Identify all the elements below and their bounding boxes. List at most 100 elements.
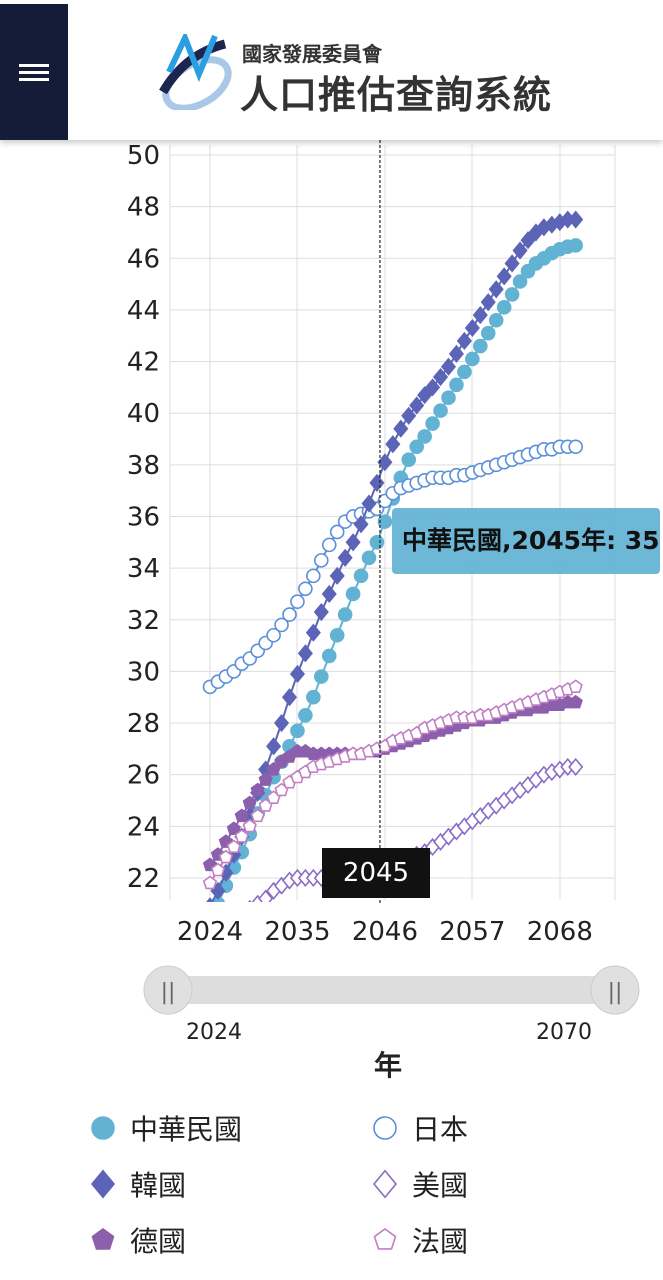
data-point[interactable] bbox=[258, 772, 273, 786]
range-slider[interactable]: || || bbox=[143, 965, 640, 1015]
data-point[interactable] bbox=[282, 607, 297, 622]
legend-marker[interactable] bbox=[91, 1116, 115, 1140]
data-point[interactable] bbox=[385, 435, 401, 454]
data-point[interactable] bbox=[480, 325, 496, 341]
menu-button[interactable] bbox=[0, 4, 68, 140]
data-point[interactable] bbox=[409, 439, 425, 455]
data-point[interactable] bbox=[441, 390, 456, 406]
data-point[interactable] bbox=[298, 707, 313, 723]
data-point[interactable] bbox=[258, 889, 274, 907]
legend-marker[interactable] bbox=[91, 1228, 115, 1250]
data-point[interactable] bbox=[440, 357, 457, 376]
data-point[interactable] bbox=[361, 550, 377, 566]
data-point[interactable] bbox=[504, 254, 520, 273]
data-point[interactable] bbox=[290, 723, 305, 739]
data-point[interactable] bbox=[345, 533, 361, 552]
data-point[interactable] bbox=[250, 782, 265, 797]
data-point[interactable] bbox=[266, 737, 282, 756]
data-point[interactable] bbox=[377, 514, 393, 529]
data-point[interactable] bbox=[337, 548, 353, 567]
data-point[interactable] bbox=[321, 648, 337, 664]
data-point[interactable] bbox=[242, 795, 257, 810]
data-point[interactable] bbox=[204, 897, 217, 915]
data-point[interactable] bbox=[298, 581, 313, 597]
data-point[interactable] bbox=[425, 416, 440, 431]
data-point[interactable] bbox=[568, 439, 584, 455]
legend-marker[interactable] bbox=[90, 1169, 116, 1199]
data-point[interactable] bbox=[457, 364, 472, 380]
data-point[interactable] bbox=[425, 378, 441, 397]
slider-handle-end[interactable]: || bbox=[590, 965, 640, 1015]
data-point[interactable] bbox=[504, 287, 520, 302]
data-point[interactable] bbox=[321, 537, 337, 553]
slider-handle-start[interactable]: || bbox=[143, 965, 193, 1015]
data-point[interactable] bbox=[289, 664, 305, 684]
data-point[interactable] bbox=[568, 210, 584, 229]
data-point[interactable] bbox=[345, 586, 361, 602]
legend-marker[interactable] bbox=[373, 1228, 397, 1250]
data-point[interactable] bbox=[274, 617, 289, 633]
data-point[interactable] bbox=[329, 627, 345, 643]
data-point[interactable] bbox=[568, 694, 583, 709]
data-point[interactable] bbox=[496, 300, 512, 315]
data-point[interactable] bbox=[337, 607, 353, 622]
data-point[interactable] bbox=[433, 368, 449, 387]
data-point[interactable] bbox=[448, 344, 464, 363]
data-point[interactable] bbox=[321, 584, 337, 603]
data-point[interactable] bbox=[512, 241, 528, 260]
data-point[interactable] bbox=[401, 406, 417, 425]
data-point[interactable] bbox=[250, 808, 265, 823]
data-point[interactable] bbox=[226, 821, 241, 836]
legend-item[interactable]: 法國 bbox=[370, 1220, 468, 1260]
data-point[interactable] bbox=[313, 602, 329, 622]
legend-marker[interactable] bbox=[372, 1169, 398, 1199]
data-point[interactable] bbox=[306, 689, 321, 705]
data-point[interactable] bbox=[281, 688, 298, 707]
legend-item[interactable]: 韓國 bbox=[88, 1164, 186, 1204]
data-point[interactable] bbox=[480, 293, 496, 312]
data-point[interactable] bbox=[472, 338, 488, 354]
data-point[interactable] bbox=[465, 351, 480, 367]
slider-track[interactable] bbox=[168, 976, 615, 1004]
data-point[interactable] bbox=[401, 452, 417, 467]
data-point[interactable] bbox=[393, 419, 409, 438]
data-point[interactable] bbox=[568, 679, 583, 694]
data-point[interactable] bbox=[488, 312, 504, 328]
data-point[interactable] bbox=[234, 829, 249, 843]
data-point[interactable] bbox=[274, 713, 290, 733]
data-point[interactable] bbox=[329, 524, 345, 540]
data-point[interactable] bbox=[218, 849, 234, 864]
legend-item[interactable]: 中華民國 bbox=[88, 1108, 242, 1148]
legend-marker[interactable] bbox=[373, 1116, 397, 1140]
data-point[interactable] bbox=[449, 377, 464, 393]
legend-item[interactable]: 日本 bbox=[370, 1108, 468, 1148]
data-point[interactable] bbox=[369, 534, 385, 550]
data-point[interactable] bbox=[313, 669, 329, 684]
data-point[interactable] bbox=[266, 627, 281, 643]
data-point[interactable] bbox=[226, 839, 241, 854]
data-point[interactable] bbox=[433, 403, 448, 418]
data-point[interactable] bbox=[202, 875, 218, 890]
data-point[interactable] bbox=[568, 238, 584, 253]
data-point[interactable] bbox=[297, 644, 313, 663]
data-point[interactable] bbox=[496, 267, 512, 286]
data-point[interactable] bbox=[361, 494, 377, 513]
data-point[interactable] bbox=[242, 818, 257, 833]
data-point[interactable] bbox=[234, 808, 249, 823]
data-point[interactable] bbox=[313, 553, 329, 568]
data-point[interactable] bbox=[409, 396, 425, 415]
data-point[interactable] bbox=[329, 566, 345, 585]
data-point[interactable] bbox=[210, 862, 226, 877]
data-point[interactable] bbox=[417, 429, 432, 444]
legend-item[interactable]: 美國 bbox=[370, 1164, 468, 1204]
data-point[interactable] bbox=[377, 453, 393, 472]
data-point[interactable] bbox=[568, 757, 584, 776]
data-point[interactable] bbox=[520, 231, 536, 250]
data-point[interactable] bbox=[512, 274, 528, 289]
data-point[interactable] bbox=[464, 318, 480, 338]
legend-item[interactable]: 德國 bbox=[88, 1220, 186, 1260]
data-point[interactable] bbox=[353, 515, 369, 534]
data-point[interactable] bbox=[243, 899, 256, 917]
data-point[interactable] bbox=[472, 306, 488, 325]
data-point[interactable] bbox=[369, 473, 385, 492]
